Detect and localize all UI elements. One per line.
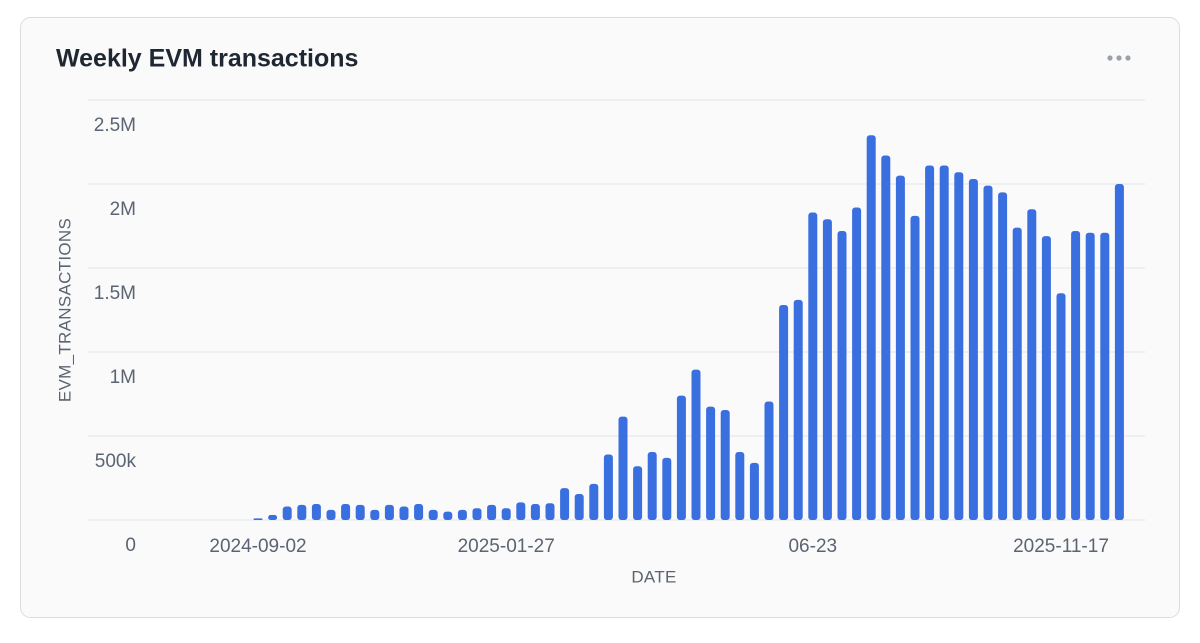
bar	[925, 165, 935, 520]
bar	[749, 462, 759, 520]
bar	[793, 299, 803, 520]
bar	[399, 506, 409, 520]
x-tick-label: 2025-11-17	[1013, 536, 1109, 557]
bar	[560, 488, 570, 520]
bar	[706, 406, 716, 520]
grid: 0 500k 1M 1.5M 2M 2.5M 2024-09-02 2025-01-27 06-…	[88, 99, 1145, 557]
y-tick-label: 2.5M	[94, 115, 136, 136]
bar	[910, 215, 920, 521]
menu-dot[interactable]	[1116, 55, 1122, 61]
bar	[895, 175, 905, 520]
bar	[735, 451, 745, 520]
bar	[487, 504, 497, 520]
bar	[852, 207, 862, 520]
bar	[998, 192, 1008, 520]
bar	[676, 395, 686, 520]
bar	[326, 509, 336, 520]
bar	[822, 219, 832, 520]
bar	[1012, 227, 1022, 520]
bar	[1041, 236, 1051, 520]
bar	[268, 514, 278, 520]
bar	[939, 165, 949, 520]
bar	[297, 504, 307, 520]
bar	[866, 135, 876, 520]
bar	[516, 502, 526, 520]
bar	[968, 178, 978, 520]
bar	[691, 369, 701, 520]
y-tick-label: 1.5M	[94, 283, 136, 304]
bar	[1027, 209, 1037, 520]
bar	[647, 451, 657, 520]
bar	[589, 483, 599, 520]
bar	[983, 185, 993, 520]
bar	[530, 504, 540, 520]
bar	[603, 454, 613, 520]
bar	[370, 509, 380, 520]
bar	[764, 401, 774, 520]
y-tick-label: 1M	[110, 367, 136, 388]
bar	[1056, 293, 1066, 520]
bar	[282, 506, 292, 520]
bar	[574, 493, 584, 520]
y-tick-label: 500k	[95, 451, 137, 472]
bar	[384, 504, 394, 520]
x-tick-label: 2024-09-02	[209, 536, 306, 557]
y-tick-label: 2M	[110, 199, 136, 220]
bar	[355, 504, 365, 520]
bars	[253, 135, 1124, 521]
bar	[837, 231, 847, 521]
x-axis-title: DATE	[631, 567, 676, 586]
x-tick-label: 2025-01-27	[458, 536, 555, 557]
x-tick-label: 06-23	[788, 536, 837, 557]
bar	[457, 509, 467, 520]
bar	[501, 508, 511, 520]
bar	[633, 466, 643, 520]
bar	[662, 457, 672, 520]
bar	[311, 504, 321, 520]
y-axis-title: EVM_TRANSACTIONS	[55, 218, 74, 402]
bar	[1100, 232, 1110, 520]
bar	[954, 172, 964, 521]
bar	[1114, 184, 1124, 520]
menu-button[interactable]	[1107, 55, 1131, 61]
bar	[443, 511, 453, 520]
bar	[1085, 232, 1095, 520]
menu-dot[interactable]	[1125, 55, 1131, 61]
bar	[881, 155, 891, 520]
bar	[253, 518, 263, 520]
y-tick-label: 0	[125, 535, 136, 556]
bar	[808, 212, 818, 520]
bar	[341, 504, 351, 520]
bar	[428, 509, 438, 520]
menu-dot[interactable]	[1107, 55, 1113, 61]
bar	[618, 416, 628, 520]
bar	[779, 304, 789, 520]
bar	[720, 409, 730, 520]
bar	[1071, 231, 1081, 521]
chart-title: Weekly EVM transactions	[56, 45, 358, 73]
bar	[472, 508, 482, 520]
bar	[414, 504, 424, 520]
bar	[545, 503, 555, 520]
